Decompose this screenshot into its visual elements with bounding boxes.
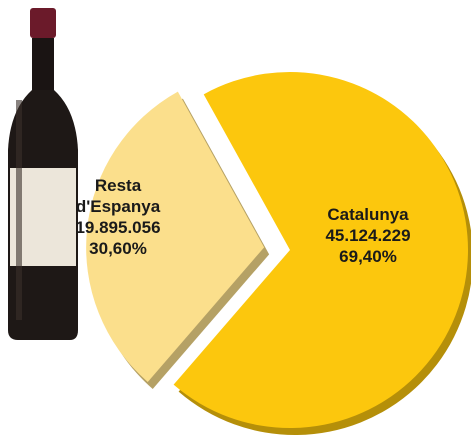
bottle-neck: [32, 38, 54, 90]
bottle-shine: [16, 100, 22, 320]
slice-category: Resta d'Espanya: [68, 175, 168, 217]
page: Catalunya45.124.22969,40% Resta d'Espanya…: [0, 0, 471, 442]
slice-percent: 69,40%: [298, 246, 438, 267]
slice-category: Catalunya: [298, 204, 438, 225]
slice-count: 45.124.229: [298, 225, 438, 246]
bottle-cap: [30, 8, 56, 38]
slice-count: 19.895.056: [58, 217, 178, 238]
wine-bottle: [8, 8, 78, 340]
slice-percent: 30,60%: [58, 238, 178, 259]
